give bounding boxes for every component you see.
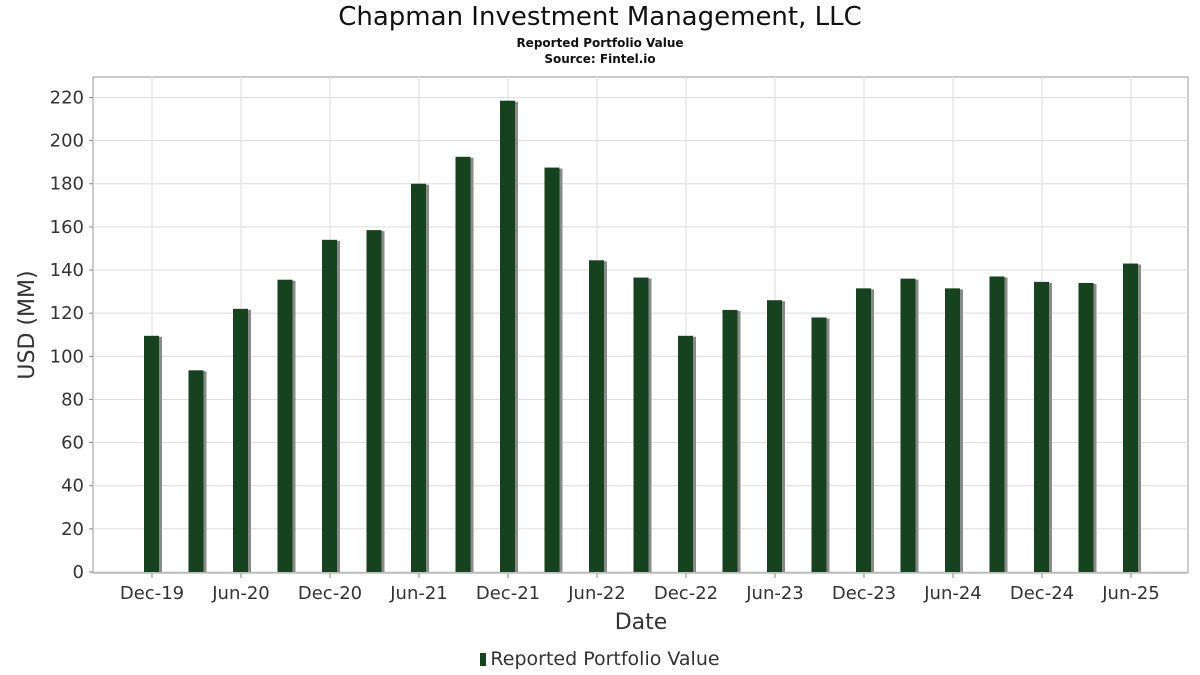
y-tick-label: 140	[50, 260, 84, 281]
bar	[277, 279, 293, 572]
x-tick-label: Dec-22	[654, 583, 718, 604]
y-tick-label: 220	[50, 87, 84, 108]
legend-label: Reported Portfolio Value	[490, 648, 720, 670]
bar	[366, 230, 382, 573]
bar	[500, 100, 515, 573]
bar	[678, 335, 693, 572]
y-tick-label: 40	[61, 476, 84, 497]
bar	[1078, 282, 1094, 572]
bar	[1034, 281, 1049, 572]
bar	[811, 317, 827, 572]
chart-title: Chapman Investment Management, LLC	[338, 2, 862, 32]
y-tick-label: 120	[50, 303, 84, 324]
bar	[411, 183, 426, 573]
y-tick-label: 60	[61, 433, 84, 454]
y-tick-label: 80	[61, 389, 84, 410]
bar	[945, 288, 960, 572]
y-tick-label: 20	[61, 519, 84, 540]
legend-swatch	[480, 653, 487, 666]
bar	[722, 309, 738, 572]
bar	[989, 276, 1005, 572]
x-tick-label: Jun-20	[211, 583, 270, 604]
y-tick-label: 180	[50, 174, 84, 195]
y-tick-label: 0	[73, 562, 84, 583]
bar	[455, 156, 471, 572]
x-tick-label: Dec-24	[1010, 583, 1074, 604]
x-tick-label: Dec-19	[120, 583, 184, 604]
x-tick-label: Dec-23	[832, 583, 896, 604]
bar	[322, 239, 337, 572]
bar	[144, 335, 159, 572]
x-tick-label: Jun-23	[745, 583, 804, 604]
axis-layer: 0 20 40 60 80 100 120 140 160 180 200 220 Dec-19 Jun-…	[50, 87, 1160, 604]
bar	[856, 288, 871, 572]
bar	[900, 278, 916, 572]
y-axis-label: USD (MM)	[15, 270, 40, 379]
x-tick-label: Dec-21	[476, 583, 540, 604]
y-tick-label: 200	[50, 131, 84, 152]
bar	[633, 277, 649, 572]
bar	[1123, 263, 1138, 572]
bar	[233, 308, 248, 572]
y-tick-label: 100	[50, 346, 84, 367]
bar-layer	[144, 100, 1141, 573]
x-tick-label: Jun-22	[567, 583, 626, 604]
x-tick-label: Jun-21	[389, 583, 448, 604]
bar	[544, 167, 560, 572]
x-tick-label: Jun-24	[923, 583, 982, 604]
x-axis-label: Date	[615, 610, 668, 635]
bar	[188, 370, 204, 572]
chart-source: Source: Fintel.io	[544, 52, 656, 66]
bar	[589, 260, 604, 572]
legend: Reported Portfolio Value	[0, 648, 1200, 670]
y-tick-label: 160	[50, 217, 84, 238]
x-tick-label: Jun-25	[1101, 583, 1160, 604]
x-tick-label: Dec-20	[298, 583, 362, 604]
chart-subtitle: Reported Portfolio Value	[516, 36, 684, 50]
bar	[767, 300, 782, 572]
